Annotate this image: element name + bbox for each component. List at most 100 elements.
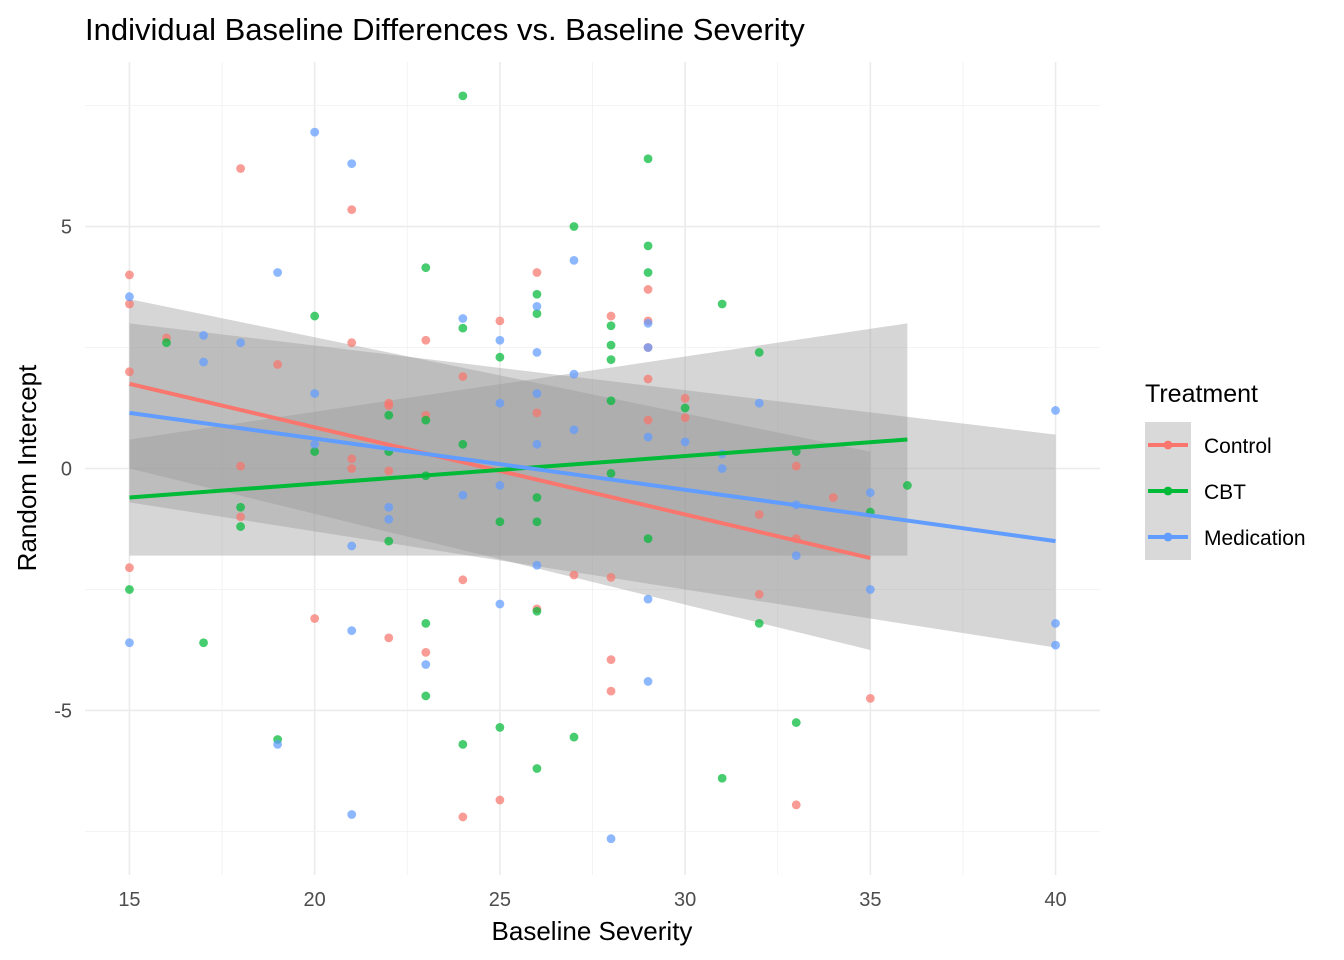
data-point-medication [273, 268, 283, 277]
x-tick-label: 25 [489, 889, 511, 911]
data-point-medication [717, 464, 727, 473]
data-point-medication [495, 599, 505, 609]
data-point-cbt [791, 718, 801, 727]
data-point-medication [643, 677, 653, 686]
data-point-medication [347, 810, 357, 819]
data-point-cbt [236, 502, 245, 512]
data-point-cbt [495, 517, 505, 527]
x-tick-label: 35 [859, 889, 881, 911]
data-point-control [458, 575, 468, 585]
data-point-control [569, 570, 579, 580]
data-point-control [606, 655, 616, 665]
data-point-cbt [421, 263, 431, 273]
data-point-medication [310, 127, 320, 137]
data-point-medication [532, 560, 542, 570]
data-point-medication [569, 369, 579, 379]
data-point-medication [495, 335, 505, 345]
data-point-medication [569, 256, 579, 265]
data-point-medication [310, 439, 320, 449]
chart-title: Individual Baseline Differences vs. Base… [85, 12, 805, 47]
data-point-medication [384, 514, 394, 524]
confidence-ribbon-medication [129, 323, 1056, 648]
data-point-cbt [532, 517, 542, 527]
data-point-cbt [310, 311, 320, 321]
data-point-control [532, 268, 542, 277]
data-point-control [273, 360, 283, 369]
data-point-control [347, 205, 357, 214]
data-point-control [865, 693, 875, 703]
data-point-medication [347, 159, 357, 169]
data-point-cbt [606, 340, 616, 350]
data-point-cbt [421, 415, 431, 425]
data-point-cbt [458, 91, 468, 101]
data-point-medication [236, 338, 245, 348]
data-point-medication [384, 502, 394, 512]
data-point-cbt [680, 403, 690, 413]
data-point-control [347, 338, 357, 348]
data-point-control [384, 466, 394, 476]
data-point-medication [606, 834, 616, 844]
y-tick-label: 5 [61, 217, 72, 239]
legend-label-medication: Medication [1204, 527, 1306, 550]
data-point-cbt [532, 289, 542, 299]
data-point-medication [495, 398, 505, 408]
axis-ticks: 15 20 25 30 35 40 -5 0 5 [54, 217, 1066, 911]
data-point-control [236, 164, 245, 173]
data-point-control [384, 633, 394, 643]
data-point-cbt [458, 739, 468, 749]
data-point-control [532, 408, 542, 418]
data-point-cbt [643, 241, 653, 251]
data-point-medication [532, 439, 542, 449]
data-point-control [606, 311, 616, 321]
data-point-medication [532, 301, 542, 311]
data-point-medication [865, 488, 875, 498]
data-point-control [125, 299, 134, 309]
legend: Treatment Control CBT Medication [1145, 380, 1306, 560]
data-point-cbt [754, 618, 764, 628]
x-tick-label: 40 [1044, 889, 1066, 911]
data-point-cbt [902, 481, 912, 490]
data-point-medication [199, 331, 208, 340]
data-point-cbt [532, 764, 542, 773]
data-point-medication [532, 347, 542, 357]
data-point-medication [643, 594, 653, 604]
data-point-medication [310, 389, 320, 398]
data-point-cbt [606, 321, 616, 331]
x-axis-title: Baseline Severity [492, 916, 693, 946]
data-point-cbt [643, 154, 653, 164]
data-point-cbt [495, 352, 505, 362]
data-point-medication [347, 626, 357, 636]
legend-label-control: Control [1204, 435, 1272, 458]
y-axis-title: Random Intercept [12, 364, 42, 571]
trend-lines [128, 381, 1056, 560]
data-point-cbt [125, 585, 134, 594]
data-point-cbt [495, 723, 505, 732]
data-point-cbt [754, 347, 764, 357]
data-point-control [791, 800, 801, 810]
data-point-cbt [384, 410, 394, 420]
data-point-control [125, 270, 134, 280]
data-point-cbt [458, 323, 468, 333]
data-point-control [458, 372, 468, 381]
data-point-medication [643, 343, 653, 352]
x-tick-label: 15 [118, 889, 140, 911]
data-point-medication [643, 318, 653, 328]
data-point-medication [791, 551, 801, 561]
data-point-medication [199, 357, 208, 367]
y-tick-label: -5 [54, 700, 72, 722]
data-point-cbt [606, 355, 616, 365]
data-point-cbt [532, 493, 542, 502]
legend-title: Treatment [1145, 380, 1258, 408]
confidence-ribbons [129, 299, 1056, 650]
data-point-medication [273, 739, 283, 749]
data-point-medication [1051, 618, 1060, 628]
data-point-control [643, 415, 653, 425]
data-point-control [828, 493, 838, 502]
data-point-medication [680, 437, 690, 447]
data-point-cbt [643, 534, 653, 544]
trend-line-medication [129, 410, 1056, 544]
data-point-cbt [717, 299, 727, 309]
data-point-medication [421, 660, 431, 669]
data-point-control [458, 812, 468, 822]
